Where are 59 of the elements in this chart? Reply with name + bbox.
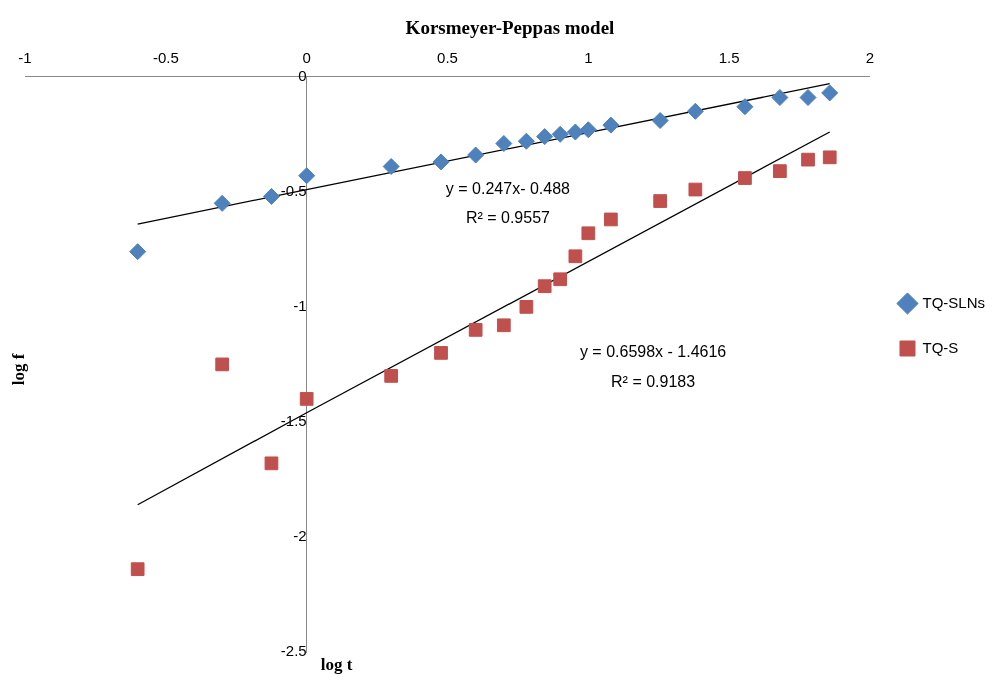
point	[536, 128, 554, 146]
point	[382, 158, 400, 176]
point	[496, 318, 511, 333]
point	[651, 112, 669, 130]
point	[568, 249, 583, 264]
point	[130, 562, 145, 577]
point	[688, 182, 703, 197]
annotation: y = 0.6598x - 1.4616	[579, 343, 727, 361]
annotation: y = 0.247x- 0.488	[445, 179, 571, 197]
y-tick-label: 0	[298, 66, 307, 84]
point	[551, 125, 569, 143]
x-tick-label: 2	[865, 48, 875, 66]
point	[736, 98, 754, 116]
x-axis-title: log t	[320, 655, 353, 675]
point	[468, 323, 483, 337]
x-tick-label: 1	[584, 48, 593, 66]
y-tick-label: -2.5	[280, 642, 307, 660]
point	[581, 226, 596, 241]
point	[213, 194, 231, 212]
point	[467, 146, 485, 164]
y-tick-label: -2	[293, 527, 307, 545]
point	[384, 369, 399, 383]
point	[566, 123, 584, 141]
x-tick-label: -1	[18, 48, 32, 66]
point	[771, 89, 789, 107]
legend-label: TQ-SLNs	[922, 293, 986, 311]
point	[653, 194, 668, 208]
annotation: R² = 0.9557	[465, 208, 551, 226]
legend-label: TQ-S	[922, 338, 959, 356]
point	[579, 121, 597, 139]
point	[738, 171, 752, 185]
point	[602, 116, 620, 134]
point	[432, 153, 450, 171]
x-tick-label: 0.5	[437, 48, 458, 66]
y-tick-label: -1	[293, 297, 307, 315]
point	[799, 89, 817, 107]
point	[434, 346, 448, 360]
x-tick-label: 1.5	[718, 48, 740, 66]
point	[495, 135, 513, 153]
point	[537, 279, 552, 294]
point	[604, 212, 618, 227]
point	[264, 456, 279, 471]
point	[822, 150, 837, 165]
x-tick-label: -0.5	[152, 48, 179, 66]
y-axis-title: log f	[9, 353, 29, 386]
annotation: R² = 0.9183	[611, 373, 696, 391]
chart-title: Korsmeyer-Peppas model	[405, 17, 615, 39]
point	[129, 243, 147, 261]
point	[262, 187, 280, 205]
point	[821, 84, 839, 102]
point	[686, 102, 704, 120]
point	[517, 132, 535, 150]
point	[298, 167, 316, 185]
point	[215, 357, 230, 372]
point	[773, 164, 787, 178]
point	[299, 392, 314, 406]
point	[801, 152, 815, 167]
point	[519, 300, 534, 314]
point	[553, 272, 568, 287]
